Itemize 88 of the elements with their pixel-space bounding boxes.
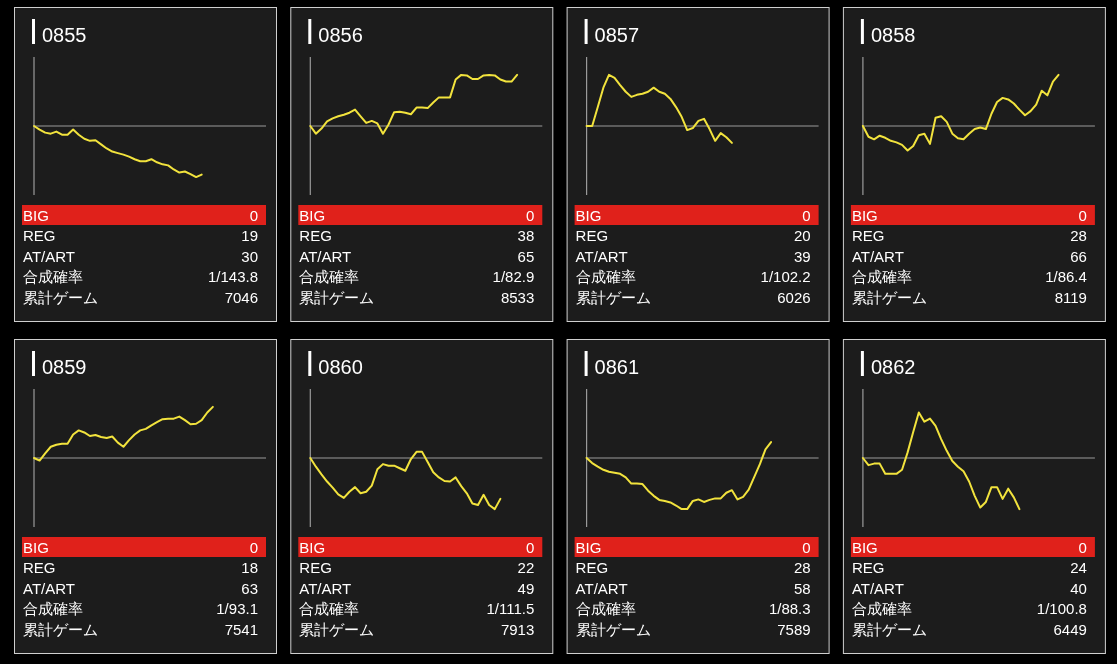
text: 0	[802, 207, 811, 224]
chart-title: 0859	[42, 356, 87, 378]
text: 累計ゲーム	[23, 620, 98, 638]
text: 49	[517, 579, 535, 597]
text: 累計ゲーム	[299, 288, 375, 306]
text: AT/ART	[851, 579, 904, 597]
text: BIG	[23, 539, 49, 556]
text: REG	[23, 227, 56, 245]
text: BIG	[575, 207, 602, 224]
text: 合成確率	[575, 268, 636, 286]
text: 0	[1078, 207, 1087, 224]
text: BIG	[851, 539, 878, 556]
text: AT/ART	[23, 579, 75, 597]
text: 39	[793, 247, 811, 265]
text: 20	[793, 227, 811, 245]
text: 18	[241, 559, 258, 577]
text: 累計ゲーム	[851, 620, 927, 638]
text: 24	[1070, 559, 1087, 577]
text: 38	[517, 227, 535, 245]
text: 合成確率	[299, 600, 360, 618]
text: 1/102.2	[760, 268, 811, 286]
text: REG	[575, 559, 609, 577]
text: 7913	[500, 620, 535, 638]
text: 22	[517, 559, 535, 577]
text: 合成確率	[299, 268, 360, 286]
chart-title: 0855	[42, 24, 87, 46]
text: AT/ART	[575, 247, 628, 265]
chart-title: 0862	[870, 356, 916, 378]
text: 7046	[224, 288, 258, 306]
text: 0	[525, 539, 535, 556]
text: 0	[525, 207, 535, 224]
text: 8533	[500, 288, 535, 306]
text: 1/143.8	[207, 268, 258, 286]
text: 6026	[777, 288, 811, 306]
text: BIG	[575, 539, 602, 556]
text: 0	[802, 539, 811, 556]
text: 累計ゲーム	[575, 288, 651, 306]
text: REG	[299, 559, 332, 577]
text: 1/86.4	[1045, 268, 1087, 286]
text: 7541	[224, 620, 258, 638]
text: 0	[249, 539, 258, 556]
text: 合成確率	[851, 268, 912, 286]
text: 0	[1078, 539, 1087, 556]
text: 合成確率	[23, 600, 83, 618]
text: 28	[1070, 227, 1087, 245]
text: AT/ART	[575, 579, 628, 597]
text: REG	[851, 559, 885, 577]
chart-title: 0856	[318, 24, 363, 46]
text: 0	[249, 207, 258, 224]
text: 合成確率	[23, 268, 83, 286]
text: 65	[517, 247, 535, 265]
chart-title: 0861	[594, 356, 640, 378]
text: 1/82.9	[492, 268, 535, 286]
text: 1/111.5	[486, 600, 535, 618]
text: 6449	[1053, 620, 1087, 638]
text: BIG	[23, 207, 49, 224]
text: 7589	[777, 620, 811, 638]
text: 30	[241, 247, 258, 265]
text: 累計ゲーム	[299, 620, 375, 638]
text: 58	[793, 579, 811, 597]
text: 1/88.3	[768, 600, 811, 618]
text: 合成確率	[851, 600, 912, 618]
text: REG	[299, 227, 332, 245]
text: 40	[1070, 579, 1087, 597]
text: AT/ART	[299, 579, 352, 597]
text: AT/ART	[23, 247, 75, 265]
text: 累計ゲーム	[851, 288, 927, 306]
text: AT/ART	[851, 247, 904, 265]
text: AT/ART	[299, 247, 352, 265]
text: BIG	[851, 207, 878, 224]
text: 1/93.1	[216, 600, 258, 618]
text: 63	[241, 579, 258, 597]
chart-title: 0857	[594, 24, 640, 46]
text: 1/100.8	[1036, 600, 1087, 618]
text: REG	[575, 227, 609, 245]
text: 19	[241, 227, 258, 245]
text: 66	[1070, 247, 1087, 265]
text: 28	[793, 559, 811, 577]
text: BIG	[299, 207, 326, 224]
text: 累計ゲーム	[23, 288, 98, 306]
chart-title: 0860	[318, 356, 363, 378]
text: REG	[23, 559, 56, 577]
text: 8119	[1054, 288, 1087, 306]
text: 累計ゲーム	[575, 620, 651, 638]
text: REG	[851, 227, 885, 245]
chart-title: 0858	[870, 24, 916, 46]
text: 合成確率	[575, 600, 636, 618]
text: BIG	[299, 539, 326, 556]
